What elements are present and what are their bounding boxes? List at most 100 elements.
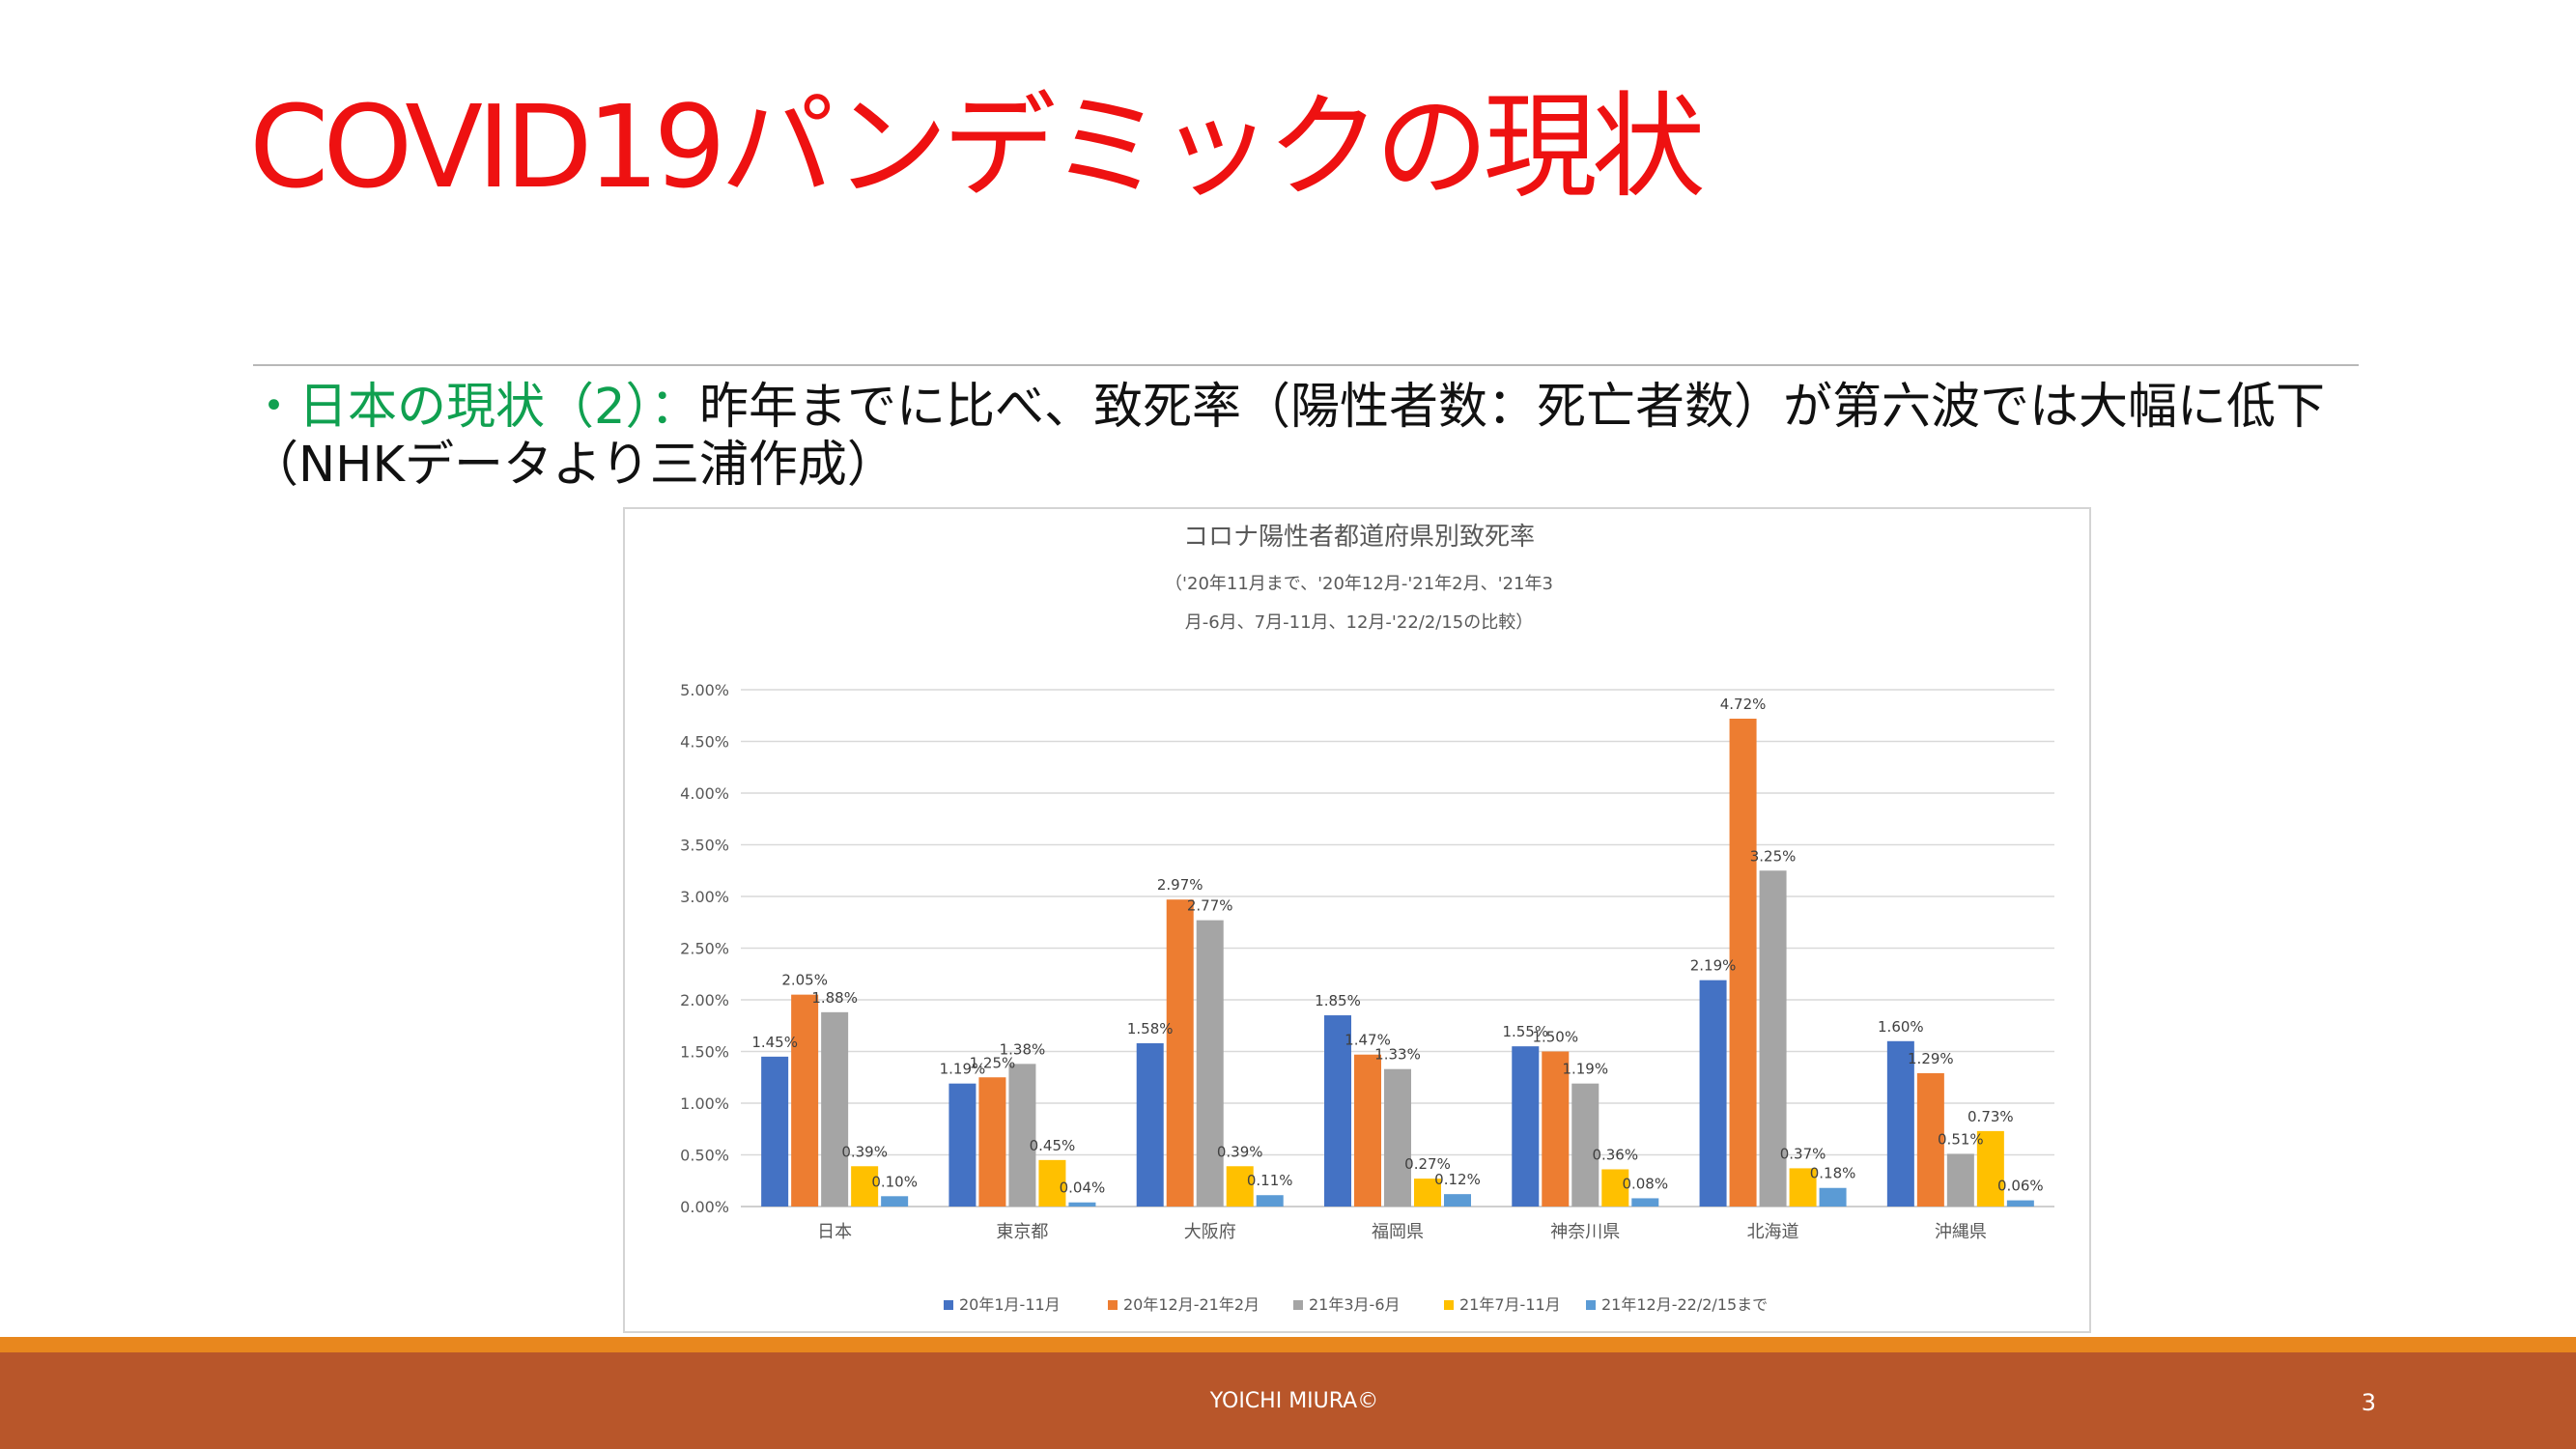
data-label: 2.05%: [781, 972, 828, 989]
bar: [1166, 899, 1194, 1207]
x-tick-label: 大阪府: [1184, 1222, 1236, 1242]
y-tick-label: 3.00%: [680, 888, 729, 906]
data-label: 2.19%: [1690, 957, 1737, 975]
legend-label: 20年12月-21年2月: [1123, 1295, 1260, 1314]
data-label: 4.72%: [1720, 696, 1767, 713]
data-label: 1.29%: [1908, 1050, 1954, 1067]
y-tick-label: 2.00%: [680, 991, 729, 1009]
data-label: 0.12%: [1434, 1171, 1481, 1188]
y-tick-label: 2.50%: [680, 940, 729, 958]
data-label: 0.27%: [1404, 1155, 1451, 1173]
page-number: 3: [2361, 1389, 2376, 1416]
bar: [1729, 718, 1757, 1207]
data-label: 0.36%: [1592, 1146, 1638, 1163]
data-label: 1.60%: [1878, 1018, 1924, 1036]
data-label: 0.06%: [1997, 1178, 2044, 1195]
bar: [1256, 1195, 1284, 1207]
data-label: 0.51%: [1938, 1130, 1984, 1148]
data-label: 1.47%: [1345, 1032, 1391, 1049]
y-tick-label: 3.50%: [680, 837, 729, 855]
bar: [948, 1083, 977, 1207]
data-label: 1.85%: [1315, 992, 1361, 1009]
bar: [1354, 1054, 1381, 1207]
x-tick-label: 福岡県: [1372, 1222, 1424, 1242]
x-tick-label: 北海道: [1747, 1222, 1799, 1242]
data-label: 0.37%: [1780, 1145, 1826, 1162]
bar: [1512, 1046, 1540, 1207]
data-label: 0.73%: [1967, 1108, 2014, 1125]
data-label: 1.19%: [940, 1061, 986, 1078]
bar: [1384, 1068, 1411, 1207]
subtitle-text: 昨年までに比べ、致死率（陽性者数：死亡者数）が第六波では大幅に低下（NHKデータ…: [249, 379, 2325, 494]
bar: [1916, 1072, 1944, 1207]
data-label: 1.55%: [1502, 1023, 1548, 1040]
data-label: 1.50%: [1532, 1029, 1578, 1046]
legend: 20年1月-11月 20年12月-21年2月 21年3月-6月 21年7月-11月 21…: [944, 1295, 1768, 1314]
subtitle-lead: ・日本の現状（2）：: [249, 379, 699, 436]
legend-label: 21年12月-22/2/15まで: [1601, 1295, 1768, 1314]
bar: [1136, 1042, 1164, 1207]
bar: [1571, 1083, 1599, 1207]
y-axis-ticks: 0.00% 0.50% 1.00% 1.50% 2.00% 2.50% 3.00% 3.50%…: [680, 681, 729, 1216]
bar: [1699, 980, 1727, 1207]
y-tick-label: 1.00%: [680, 1094, 729, 1113]
data-label: 1.33%: [1374, 1046, 1421, 1064]
chart-title: コロナ陽性者都道府県別致死率: [1183, 523, 1535, 552]
slide-title: COVID19パンデミックの現状: [249, 80, 1706, 213]
bar: [1946, 1153, 1974, 1207]
footer-accent-stripe: [0, 1337, 2576, 1352]
footer-author: YOICHI MIURA©: [1209, 1389, 1379, 1413]
legend-swatch: [944, 1300, 953, 1310]
x-axis-ticks: 日本 東京都 大阪府 福岡県 神奈川県 北海道 沖縄県: [817, 1222, 1987, 1242]
chart-panel: コロナ陽性者都道府県別致死率 （'20年11月まで、'20年12月-'21年2月…: [623, 507, 2091, 1333]
data-label: 1.38%: [1000, 1040, 1046, 1058]
legend-label: 20年1月-11月: [959, 1295, 1061, 1314]
y-tick-label: 5.00%: [680, 681, 729, 699]
bar: [1324, 1015, 1351, 1207]
bar: [1444, 1194, 1471, 1207]
bar: [1601, 1169, 1629, 1207]
chart-subtitle-line-1: （'20年11月まで、'20年12月-'21年2月、'21年3: [1165, 574, 1553, 594]
bar: [1976, 1130, 2004, 1207]
bar: [1542, 1051, 1570, 1207]
bar: [1789, 1168, 1817, 1207]
bar: [1008, 1064, 1036, 1207]
chart-subtitle-line-2: 月-6月、7月-11月、12月-'22/2/15の比較）: [1185, 612, 1534, 633]
bar: [1414, 1179, 1441, 1207]
y-tick-label: 4.50%: [680, 733, 729, 752]
bar: [881, 1196, 909, 1207]
bar: [1631, 1198, 1659, 1207]
legend-swatch: [1293, 1300, 1303, 1310]
legend-swatch: [1444, 1300, 1454, 1310]
data-label: 0.39%: [1217, 1143, 1263, 1160]
data-label: 0.11%: [1247, 1172, 1293, 1189]
data-labels: 1.45%2.05%1.88%0.39%0.10%1.19%1.25%1.38%…: [751, 696, 2043, 1197]
bar: [1226, 1166, 1254, 1207]
data-label: 0.04%: [1060, 1179, 1106, 1197]
y-tick-label: 4.00%: [680, 784, 729, 803]
bar: [1759, 870, 1787, 1207]
bar: [1819, 1187, 1847, 1207]
bar-chart: コロナ陽性者都道府県別致死率 （'20年11月まで、'20年12月-'21年2月…: [680, 523, 2054, 1314]
data-label: 1.25%: [970, 1054, 1016, 1071]
bar: [1038, 1159, 1066, 1207]
bar: [1068, 1202, 1096, 1207]
y-tick-label: 0.00%: [680, 1198, 729, 1216]
bar: [1196, 920, 1224, 1207]
x-tick-label: 日本: [817, 1222, 852, 1242]
data-label: 1.19%: [1562, 1061, 1608, 1078]
data-label: 1.45%: [751, 1034, 798, 1051]
title-divider: [253, 364, 2359, 366]
x-tick-label: 神奈川県: [1550, 1222, 1620, 1242]
legend-label: 21年3月-6月: [1309, 1295, 1401, 1314]
data-label: 0.10%: [871, 1173, 918, 1190]
data-label: 0.45%: [1030, 1137, 1076, 1154]
x-tick-label: 東京都: [996, 1222, 1048, 1242]
bar: [761, 1056, 789, 1207]
bar: [791, 994, 819, 1207]
bar: [851, 1166, 879, 1207]
legend-swatch: [1586, 1300, 1596, 1310]
gridlines: [741, 689, 2054, 1208]
y-tick-label: 1.50%: [680, 1043, 729, 1062]
footer-bar: [0, 1352, 2576, 1449]
